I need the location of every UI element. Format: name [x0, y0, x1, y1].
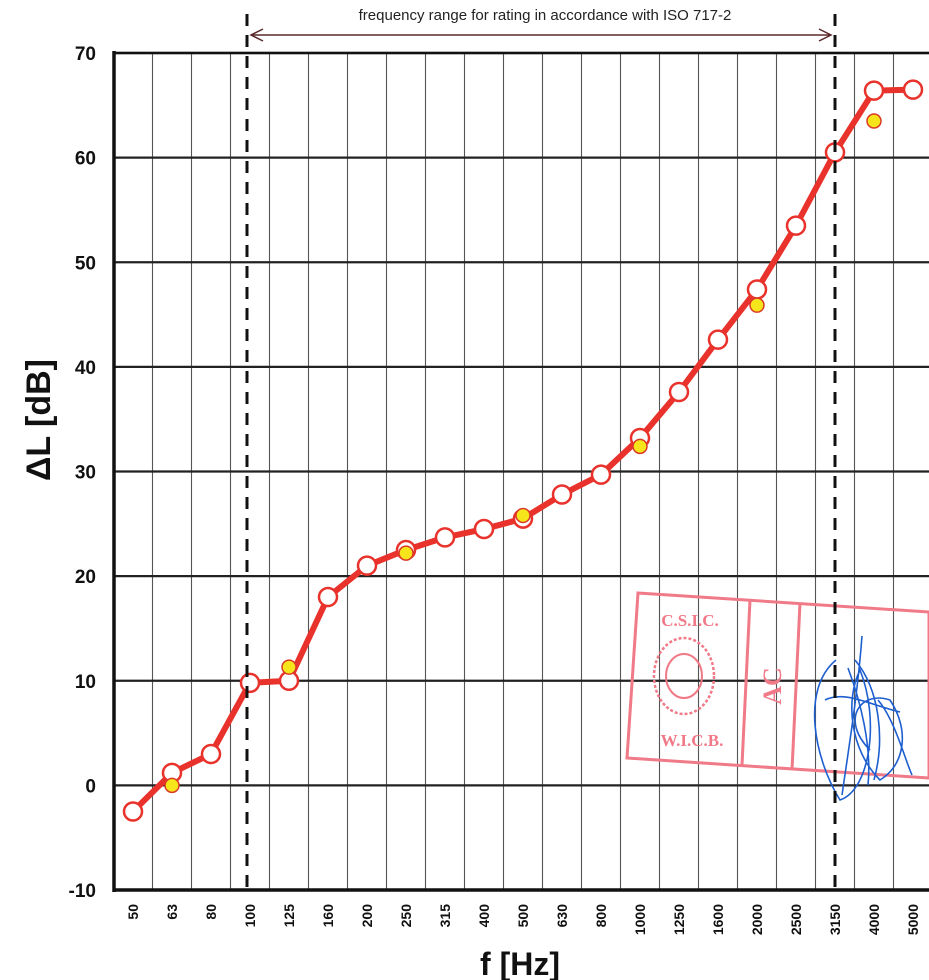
data-point-open: [590, 464, 612, 485]
y-tick-label: 70: [75, 44, 96, 65]
rating-range-label: frequency range for rating in accordance…: [359, 7, 732, 24]
data-point-open: [200, 743, 222, 765]
y-tick-label: -10: [69, 881, 96, 902]
series-yellow-points: [164, 113, 882, 794]
stamp-emblem: [652, 636, 716, 716]
x-tick-label: 4000: [866, 904, 882, 935]
x-tick-label: 125: [281, 904, 297, 928]
data-point-open: [785, 215, 807, 236]
y-tick-label: 30: [75, 463, 96, 484]
x-tick-label: 200: [359, 904, 375, 928]
signature-stroke: [813, 635, 913, 801]
y-tick-labels: -10 0 10 20 30 40 50 60 70: [69, 44, 96, 902]
x-tick-label: 400: [476, 904, 492, 928]
data-point-yellow: [164, 777, 180, 794]
signature: [813, 635, 913, 801]
x-tick-label: 2000: [749, 904, 765, 935]
stamp-divider: [740, 599, 752, 766]
data-point-yellow: [515, 507, 531, 524]
data-point-open: [746, 279, 768, 300]
rating-range-annotation: [245, 14, 837, 890]
x-tick-label: 500: [515, 904, 531, 928]
y-tick-label: 50: [75, 253, 96, 274]
data-point-yellow: [749, 297, 765, 313]
x-tick-label: 1000: [632, 904, 648, 935]
y-tick-label: 20: [75, 567, 96, 588]
data-point-yellow: [398, 545, 414, 561]
x-tick-label: 2500: [788, 904, 804, 935]
x-tick-label: 100: [242, 904, 258, 928]
x-tick-label: 50: [125, 904, 141, 920]
x-tick-label: 1250: [671, 904, 687, 935]
data-point-open: [707, 329, 729, 350]
series-line-red: [122, 79, 924, 822]
x-tick-label: 800: [593, 904, 609, 928]
data-point-open: [434, 527, 456, 548]
y-tick-label: 60: [75, 149, 96, 170]
x-tick-labels: 50 63 80 100 125 160 200 250 315 400 500 630 800 1000…: [125, 904, 921, 935]
horizontal-gridlines: [114, 51, 929, 892]
y-tick-label: 10: [75, 672, 96, 693]
x-tick-label: 1600: [710, 904, 726, 935]
data-point-open: [863, 80, 885, 101]
stamp-bottom-text: W.I.C.B.: [661, 731, 724, 750]
data-point-yellow: [632, 438, 648, 455]
data-point-open: [473, 518, 495, 540]
rating-range-arrowhead-left: [249, 28, 264, 42]
data-point-open: [668, 381, 690, 403]
data-point-open: [551, 484, 573, 505]
signature-stroke: [847, 659, 881, 786]
axes: [112, 51, 929, 892]
data-point-open: [902, 79, 924, 100]
y-tick-label: 40: [75, 358, 96, 379]
x-tick-label: 5000: [905, 904, 921, 935]
x-tick-label: 250: [398, 904, 414, 928]
data-point-open: [239, 672, 261, 694]
y-axis-title: ΔL [dB]: [20, 359, 58, 481]
rating-range-arrowhead-right: [818, 28, 833, 42]
y-tick-label: 0: [85, 776, 96, 797]
stamp-side-text: AC: [758, 667, 787, 705]
x-tick-label: 63: [164, 904, 180, 920]
x-tick-label: 80: [203, 904, 219, 920]
data-point-open: [317, 586, 339, 608]
stamp-border: [625, 591, 929, 780]
stamp-divider: [790, 602, 802, 771]
x-tick-label: 630: [554, 904, 570, 928]
x-tick-label: 315: [437, 904, 453, 928]
data-point-open: [122, 801, 144, 822]
laboratory-stamp: C.S.I.C. W.I.C.B. AC: [625, 591, 929, 780]
data-point-open: [356, 555, 378, 576]
x-axis-title: f [Hz]: [480, 946, 560, 980]
data-point-yellow: [866, 113, 882, 129]
x-tick-label: 3150: [827, 904, 843, 935]
stamp-emblem: [665, 653, 703, 699]
stamp-top-text: C.S.I.C.: [661, 611, 719, 630]
x-tick-label: 160: [320, 904, 336, 928]
data-point-yellow: [281, 659, 297, 675]
